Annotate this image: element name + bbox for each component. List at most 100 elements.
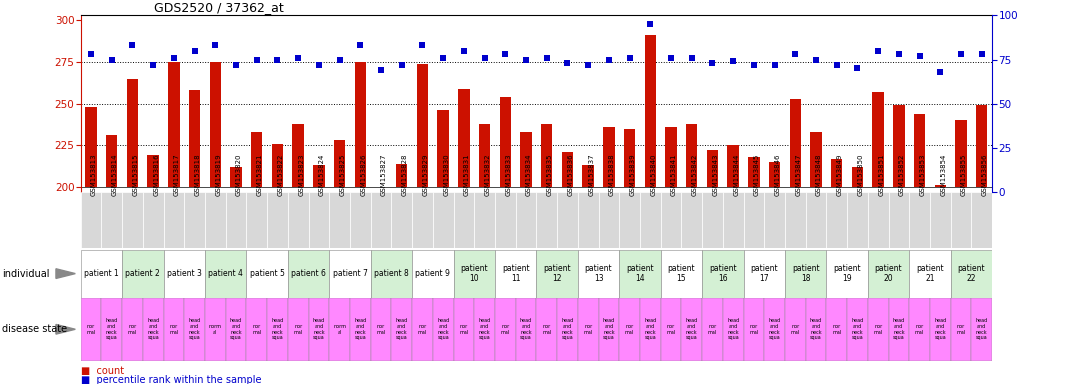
Text: head
and
neck
squa: head and neck squa bbox=[727, 318, 739, 341]
Bar bbox=[433, 192, 453, 248]
Bar bbox=[826, 298, 847, 361]
Text: GSM153845: GSM153845 bbox=[754, 154, 760, 197]
Text: GSM153827: GSM153827 bbox=[381, 154, 387, 197]
Text: GSM153814: GSM153814 bbox=[112, 154, 117, 197]
Text: GSM153844: GSM153844 bbox=[733, 154, 739, 197]
Text: nor
mal: nor mal bbox=[377, 324, 385, 335]
Bar bbox=[764, 298, 784, 361]
Text: patient 8: patient 8 bbox=[374, 269, 409, 278]
Bar bbox=[868, 250, 909, 298]
Text: GSM153837: GSM153837 bbox=[589, 154, 594, 197]
Bar bbox=[537, 298, 557, 361]
Bar bbox=[454, 250, 495, 298]
Point bbox=[310, 62, 327, 68]
Bar bbox=[458, 89, 469, 187]
Text: GSM153834: GSM153834 bbox=[526, 154, 532, 197]
Point bbox=[932, 69, 949, 75]
Text: GSM153813: GSM153813 bbox=[91, 154, 97, 197]
Point bbox=[476, 55, 493, 61]
Bar bbox=[557, 298, 578, 361]
Bar bbox=[702, 192, 723, 248]
Bar bbox=[454, 192, 475, 248]
Text: nor
mal: nor mal bbox=[625, 324, 634, 335]
Text: GSM153854: GSM153854 bbox=[940, 154, 946, 197]
Text: norm
al: norm al bbox=[334, 324, 346, 335]
Point bbox=[580, 62, 597, 68]
Bar bbox=[624, 129, 635, 187]
Text: GSM153835: GSM153835 bbox=[547, 154, 553, 197]
Text: nor
mal: nor mal bbox=[915, 324, 924, 335]
Point bbox=[124, 42, 141, 48]
Bar bbox=[309, 298, 329, 361]
Text: GSM153823: GSM153823 bbox=[298, 154, 305, 197]
Text: GSM153836: GSM153836 bbox=[567, 154, 574, 197]
Point bbox=[372, 67, 390, 73]
Bar bbox=[392, 192, 412, 248]
Text: ■  count: ■ count bbox=[81, 366, 124, 376]
Bar bbox=[251, 132, 263, 187]
Bar bbox=[184, 192, 204, 248]
Text: nor
mal: nor mal bbox=[666, 324, 676, 335]
Bar bbox=[204, 192, 226, 248]
Text: head
and
neck
squa: head and neck squa bbox=[562, 318, 574, 341]
Bar bbox=[495, 298, 515, 361]
Text: patient 6: patient 6 bbox=[292, 269, 326, 278]
Bar bbox=[123, 192, 143, 248]
Bar bbox=[972, 298, 992, 361]
Point bbox=[973, 51, 990, 57]
Text: head
and
neck
squa: head and neck squa bbox=[645, 318, 656, 341]
Point bbox=[787, 51, 804, 57]
Point bbox=[269, 56, 286, 63]
Bar bbox=[81, 298, 101, 361]
Bar bbox=[909, 298, 930, 361]
Text: patient
21: patient 21 bbox=[916, 264, 944, 283]
Text: patient
18: patient 18 bbox=[792, 264, 820, 283]
Bar bbox=[412, 298, 433, 361]
Bar bbox=[537, 250, 578, 298]
Text: GSM153850: GSM153850 bbox=[858, 154, 863, 197]
Point bbox=[869, 48, 887, 54]
Text: patient
15: patient 15 bbox=[667, 264, 695, 283]
Text: patient
12: patient 12 bbox=[543, 264, 571, 283]
Text: nor
mal: nor mal bbox=[832, 324, 841, 335]
Bar bbox=[164, 250, 204, 298]
Text: head
and
neck
squa: head and neck squa bbox=[188, 318, 201, 341]
Point bbox=[518, 56, 535, 63]
Bar bbox=[204, 250, 246, 298]
Text: GSM153829: GSM153829 bbox=[423, 154, 428, 197]
Bar bbox=[101, 298, 123, 361]
Bar bbox=[810, 132, 822, 187]
Text: GSM153848: GSM153848 bbox=[816, 154, 822, 197]
Point bbox=[683, 55, 700, 61]
Text: head
and
neck
squa: head and neck squa bbox=[603, 318, 615, 341]
Text: head
and
neck
squa: head and neck squa bbox=[976, 318, 988, 341]
Point bbox=[227, 62, 244, 68]
Bar bbox=[640, 298, 661, 361]
Bar bbox=[81, 192, 101, 248]
Bar bbox=[396, 164, 408, 187]
Text: GSM153856: GSM153856 bbox=[981, 154, 988, 197]
Text: GSM153839: GSM153839 bbox=[629, 154, 636, 197]
Bar bbox=[204, 298, 226, 361]
Bar bbox=[557, 192, 578, 248]
Bar bbox=[168, 62, 180, 187]
Text: patient 2: patient 2 bbox=[126, 269, 160, 278]
Point bbox=[289, 55, 307, 61]
Bar bbox=[665, 127, 677, 187]
Point bbox=[558, 60, 576, 66]
Text: head
and
neck
squa: head and neck squa bbox=[851, 318, 864, 341]
Text: GDS2520 / 37362_at: GDS2520 / 37362_at bbox=[154, 1, 283, 14]
Text: nor
mal: nor mal bbox=[252, 324, 261, 335]
Text: nor
mal: nor mal bbox=[500, 324, 510, 335]
Point bbox=[186, 48, 203, 54]
Bar bbox=[438, 110, 449, 187]
Bar bbox=[951, 298, 972, 361]
Bar bbox=[702, 250, 744, 298]
Bar bbox=[951, 250, 992, 298]
Text: nor
mal: nor mal bbox=[417, 324, 427, 335]
Text: GSM153838: GSM153838 bbox=[609, 154, 614, 197]
Text: GSM153847: GSM153847 bbox=[795, 154, 802, 197]
Text: ■  percentile rank within the sample: ■ percentile rank within the sample bbox=[81, 375, 261, 384]
Bar bbox=[914, 114, 925, 187]
Text: GSM153822: GSM153822 bbox=[278, 154, 283, 197]
